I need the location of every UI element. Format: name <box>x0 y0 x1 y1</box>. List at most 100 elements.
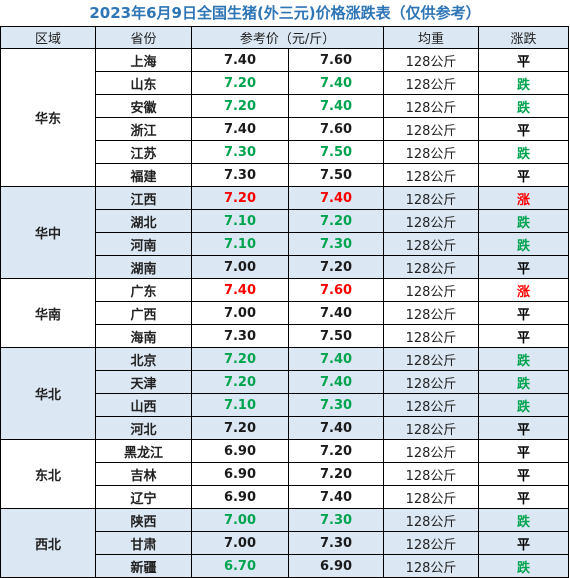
price-low-cell: 7.40 <box>191 278 289 302</box>
price-high-cell: 7.30 <box>287 508 385 532</box>
price-high-cell: 7.40 <box>287 301 385 325</box>
table-row: 西北 陕西 7.00 7.30 128公斤跌 <box>0 508 570 578</box>
weight-cell: 128公斤 <box>383 508 480 532</box>
province-cell: 陕西 <box>95 508 192 532</box>
table-row: 天津 7.20 7.40 128公斤跌 <box>1 370 570 394</box>
price-high-cell: 7.40 <box>287 347 385 371</box>
table-row: 新疆 6.70 6.90 128公斤跌 <box>1 554 570 578</box>
weight-cell: 128公斤 <box>383 347 480 371</box>
table-row: 福建 7.30 7.50 128公斤平 <box>1 163 570 187</box>
region-cell: 西北 <box>0 508 96 578</box>
trend-cell: 平 <box>478 531 570 555</box>
trend-cell: 平 <box>478 117 570 141</box>
price-low-cell: 7.00 <box>191 255 289 279</box>
table-row: 吉林 6.90 7.20 128公斤平 <box>1 462 570 486</box>
weight-cell: 128公斤 <box>383 370 480 394</box>
trend-cell: 跌 <box>478 232 570 256</box>
province-cell: 黑龙江 <box>95 439 192 463</box>
province-cell: 天津 <box>95 370 192 394</box>
price-high-cell: 7.40 <box>287 186 385 210</box>
price-high-cell: 7.60 <box>287 117 385 141</box>
price-table: 区域 省份 参考价（元/斤） 均重 涨跌 华东 上海 7.40 7.60 128公斤平山… <box>0 26 570 578</box>
price-low-cell: 7.20 <box>191 94 289 118</box>
province-cell: 甘肃 <box>95 531 192 555</box>
trend-cell: 平 <box>478 485 570 509</box>
weight-cell: 128公斤 <box>383 554 480 578</box>
weight-cell: 128公斤 <box>383 71 480 95</box>
region-cell: 华中 <box>0 186 96 279</box>
price-high-cell: 7.60 <box>287 48 385 72</box>
weight-cell: 128公斤 <box>383 48 480 72</box>
weight-cell: 128公斤 <box>383 531 480 555</box>
header-price: 参考价（元/斤） <box>190 26 385 49</box>
province-cell: 江苏 <box>95 140 192 164</box>
sheet-title: 2023年6月9日全国生猪(外三元)价格涨跌表（仅供参考） <box>0 0 570 26</box>
trend-cell: 涨 <box>478 186 570 210</box>
province-cell: 山西 <box>95 393 192 417</box>
table-row: 河北 7.20 7.40 128公斤平 <box>1 416 570 440</box>
weight-cell: 128公斤 <box>383 209 480 233</box>
province-cell: 北京 <box>95 347 192 371</box>
province-cell: 安徽 <box>95 94 192 118</box>
province-cell: 吉林 <box>95 462 192 486</box>
table-row: 安徽 7.20 7.40 128公斤跌 <box>1 94 570 118</box>
trend-cell: 跌 <box>478 508 570 532</box>
price-low-cell: 7.40 <box>191 48 289 72</box>
trend-cell: 跌 <box>478 393 570 417</box>
weight-cell: 128公斤 <box>383 462 480 486</box>
table-row: 湖北 7.10 7.20 128公斤跌 <box>1 209 570 233</box>
price-low-cell: 7.00 <box>191 508 289 532</box>
price-high-cell: 7.20 <box>287 462 385 486</box>
price-low-cell: 7.00 <box>191 531 289 555</box>
trend-cell: 跌 <box>478 209 570 233</box>
trend-cell: 涨 <box>478 278 570 302</box>
table-row: 广西 7.00 7.40 128公斤平 <box>1 301 570 325</box>
price-low-cell: 7.30 <box>191 163 289 187</box>
price-high-cell: 7.20 <box>287 439 385 463</box>
province-cell: 山东 <box>95 71 192 95</box>
table-row: 甘肃 7.00 7.30 128公斤平 <box>1 531 570 555</box>
price-low-cell: 6.90 <box>191 439 289 463</box>
province-cell: 江西 <box>95 186 192 210</box>
price-high-cell: 7.20 <box>287 209 385 233</box>
price-low-cell: 7.20 <box>191 71 289 95</box>
table-row: 华北 北京 7.20 7.40 128公斤跌 <box>0 347 570 440</box>
table-row: 海南 7.30 7.50 128公斤平 <box>1 324 570 348</box>
trend-cell: 跌 <box>478 94 570 118</box>
table-row: 华东 上海 7.40 7.60 128公斤平 <box>0 48 570 187</box>
weight-cell: 128公斤 <box>383 301 480 325</box>
weight-cell: 128公斤 <box>383 255 480 279</box>
price-high-cell: 7.60 <box>287 278 385 302</box>
trend-cell: 跌 <box>478 554 570 578</box>
region-cell: 华南 <box>0 278 96 348</box>
weight-cell: 128公斤 <box>383 186 480 210</box>
price-high-cell: 7.40 <box>287 485 385 509</box>
price-high-cell: 7.40 <box>287 71 385 95</box>
price-low-cell: 7.10 <box>191 393 289 417</box>
price-low-cell: 6.90 <box>191 462 289 486</box>
price-high-cell: 7.20 <box>287 255 385 279</box>
province-cell: 上海 <box>95 48 192 72</box>
region-cell: 东北 <box>0 439 96 509</box>
price-low-cell: 7.10 <box>191 209 289 233</box>
price-low-cell: 7.40 <box>191 117 289 141</box>
price-high-cell: 7.40 <box>287 94 385 118</box>
province-cell: 河北 <box>95 416 192 440</box>
weight-cell: 128公斤 <box>383 94 480 118</box>
header-row: 区域 省份 参考价（元/斤） 均重 涨跌 <box>0 26 570 49</box>
header-weight: 均重 <box>383 26 480 49</box>
table-row: 华中 江西 7.20 7.40 128公斤涨 <box>0 186 570 279</box>
province-cell: 浙江 <box>95 117 192 141</box>
province-cell: 湖南 <box>95 255 192 279</box>
price-high-cell: 7.50 <box>287 324 385 348</box>
trend-cell: 平 <box>478 255 570 279</box>
table-row: 山东 7.20 7.40 128公斤跌 <box>1 71 570 95</box>
province-cell: 辽宁 <box>95 485 192 509</box>
price-low-cell: 7.20 <box>191 347 289 371</box>
header-province: 省份 <box>95 26 192 49</box>
weight-cell: 128公斤 <box>383 140 480 164</box>
table-row: 东北 黑龙江 6.90 7.20 128公斤平 <box>0 439 570 509</box>
weight-cell: 128公斤 <box>383 485 480 509</box>
price-high-cell: 7.50 <box>287 140 385 164</box>
table-row: 浙江 7.40 7.60 128公斤平 <box>1 117 570 141</box>
